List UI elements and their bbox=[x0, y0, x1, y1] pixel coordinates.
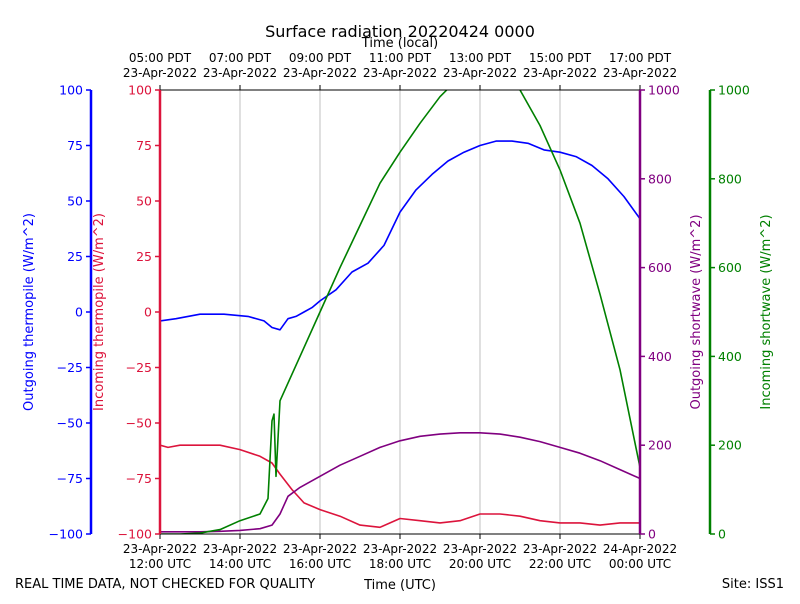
in_sw-tick-label: 400 bbox=[718, 349, 742, 364]
in_sw-tick-label: 200 bbox=[718, 438, 742, 453]
out_thermo-tick-label: 0 bbox=[75, 305, 83, 320]
x-top-tick-label-time: 11:00 PDT bbox=[369, 51, 432, 65]
x-tick-label-time: 00:00 UTC bbox=[609, 557, 671, 571]
out_thermo-tick-label: 100 bbox=[59, 83, 83, 98]
out_sw-tick-label: 400 bbox=[648, 349, 672, 364]
x-top-tick-label-date: 23-Apr-2022 bbox=[443, 66, 517, 80]
gridlines bbox=[239, 90, 561, 534]
chart-title: Surface radiation 20220424 0000 bbox=[265, 22, 535, 41]
series-group bbox=[160, 90, 640, 534]
x-tick-label-date: 24-Apr-2022 bbox=[603, 542, 677, 556]
in_thermo-tick-label: −50 bbox=[126, 416, 152, 431]
out_thermo-tick-label: 75 bbox=[67, 138, 83, 153]
in_thermo-tick-label: 75 bbox=[136, 138, 152, 153]
in_thermo-tick-label: 50 bbox=[136, 194, 152, 209]
in_thermo-tick-label: −100 bbox=[118, 527, 152, 542]
x-top-tick-label-date: 23-Apr-2022 bbox=[363, 66, 437, 80]
out_sw-tick-label: 600 bbox=[648, 260, 672, 275]
out_thermo-tick-label: −75 bbox=[57, 471, 83, 486]
x-top-tick-label-date: 23-Apr-2022 bbox=[283, 66, 357, 80]
x-tick-label-date: 23-Apr-2022 bbox=[203, 542, 277, 556]
out_sw-tick-label: 0 bbox=[648, 527, 656, 542]
top-axis-label: Time (local) bbox=[361, 36, 438, 51]
series-line-in_thermo bbox=[160, 444, 640, 529]
quality-disclaimer: REAL TIME DATA, NOT CHECKED FOR QUALITY bbox=[15, 577, 315, 592]
x-tick-label-date: 23-Apr-2022 bbox=[443, 542, 517, 556]
in_thermo-tick-label: 100 bbox=[128, 83, 152, 98]
series-line-out_thermo bbox=[160, 140, 640, 331]
x-top-tick-label-time: 17:00 PDT bbox=[609, 51, 672, 65]
x-tick-label-time: 22:00 UTC bbox=[529, 557, 591, 571]
x-tick-label-time: 12:00 UTC bbox=[129, 557, 191, 571]
site-label: Site: ISS1 bbox=[722, 577, 784, 592]
x-top-tick-label-date: 23-Apr-2022 bbox=[123, 66, 197, 80]
out_thermo-tick-label: −25 bbox=[57, 360, 83, 375]
in_sw-tick-label: 1000 bbox=[718, 83, 750, 98]
x-top-tick-label-time: 09:00 PDT bbox=[289, 51, 352, 65]
out_sw-tick-label: 800 bbox=[648, 171, 672, 186]
in_sw-tick-label: 600 bbox=[718, 260, 742, 275]
in_thermo-tick-label: 25 bbox=[136, 249, 152, 264]
x-top-tick-label-time: 07:00 PDT bbox=[209, 51, 272, 65]
x-top-tick-label-time: 13:00 PDT bbox=[449, 51, 512, 65]
x-axis-label: Time (UTC) bbox=[363, 578, 436, 593]
x-top-tick-label-date: 23-Apr-2022 bbox=[203, 66, 277, 80]
in_thermo-axis-label: Incoming thermopile (W/m^2) bbox=[92, 213, 107, 411]
x-tick-label-date: 23-Apr-2022 bbox=[523, 542, 597, 556]
out_thermo-axis-label: Outgoing thermopile (W/m^2) bbox=[22, 213, 37, 411]
out_thermo-tick-label: −100 bbox=[49, 527, 83, 542]
out_thermo-tick-label: 50 bbox=[67, 194, 83, 209]
x-top-tick-label-time: 15:00 PDT bbox=[529, 51, 592, 65]
x-top-tick-label-date: 23-Apr-2022 bbox=[603, 66, 677, 80]
x-tick-label-time: 14:00 UTC bbox=[209, 557, 271, 571]
series-line-in_sw bbox=[160, 90, 640, 534]
x-tick-label-time: 18:00 UTC bbox=[369, 557, 431, 571]
in_sw-axis-label: Incoming shortwave (W/m^2) bbox=[759, 214, 774, 409]
x-top-tick-label-time: 05:00 PDT bbox=[129, 51, 192, 65]
x-tick-label-time: 16:00 UTC bbox=[289, 557, 351, 571]
x-tick-label-date: 23-Apr-2022 bbox=[363, 542, 437, 556]
in_thermo-tick-label: −75 bbox=[126, 471, 152, 486]
out_thermo-tick-label: 25 bbox=[67, 249, 83, 264]
in_sw-tick-label: 800 bbox=[718, 171, 742, 186]
x-tick-label-time: 20:00 UTC bbox=[449, 557, 511, 571]
in_sw-tick-label: 0 bbox=[718, 527, 726, 542]
out_sw-axis-label: Outgoing shortwave (W/m^2) bbox=[689, 214, 704, 409]
x-top-tick-label-date: 23-Apr-2022 bbox=[523, 66, 597, 80]
out_sw-tick-label: 200 bbox=[648, 438, 672, 453]
in_thermo-tick-label: −25 bbox=[126, 360, 152, 375]
out_thermo-tick-label: −50 bbox=[57, 416, 83, 431]
out_sw-tick-label: 1000 bbox=[648, 83, 680, 98]
series-line-out_sw bbox=[160, 431, 640, 533]
x-tick-label-date: 23-Apr-2022 bbox=[283, 542, 357, 556]
x-tick-label-date: 23-Apr-2022 bbox=[123, 542, 197, 556]
in_thermo-tick-label: 0 bbox=[144, 305, 152, 320]
